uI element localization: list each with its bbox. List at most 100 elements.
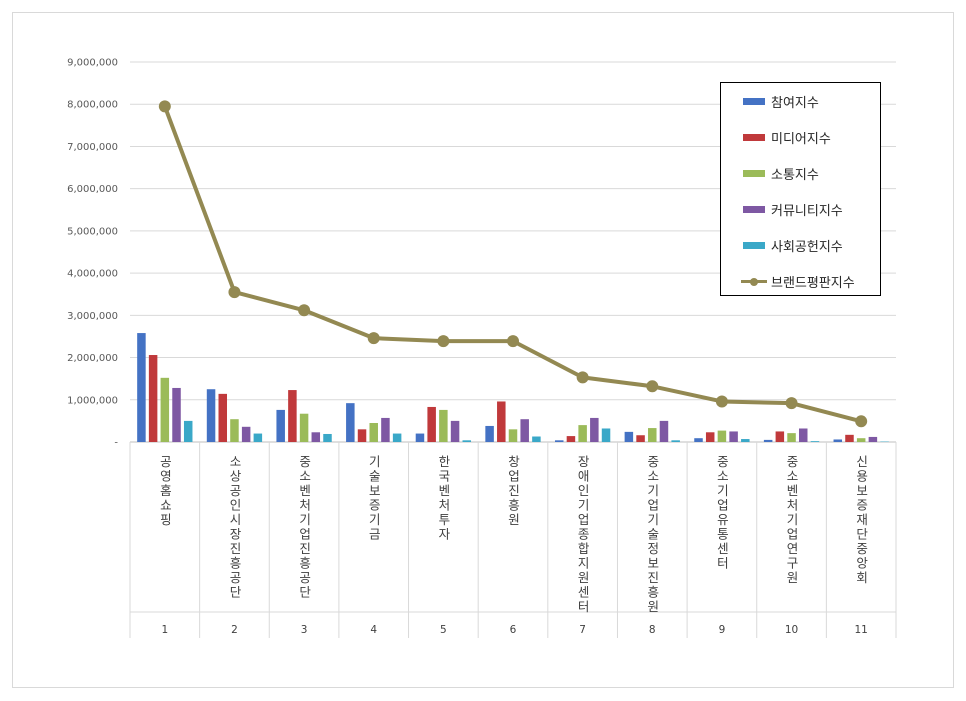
bar-4 [381,417,390,442]
category-number: 6 [510,624,517,636]
bar-2 [775,431,785,442]
bar-2 [566,436,576,442]
bar-2 [288,390,297,442]
bar-2 [705,432,715,442]
bar-5 [810,441,820,442]
bar-1 [833,439,843,442]
brand-index-line [158,100,868,428]
brand-index-point [298,304,311,317]
legend-marker-brand-reputation [750,277,758,286]
category-label: 중소벤처기업진흥공단 [297,455,312,600]
category-number: 1 [161,624,168,636]
bar-3 [856,438,866,442]
bar-5 [601,428,611,442]
bar-3 [508,429,518,442]
brand-index-point [367,332,380,345]
y-axis-tick-labels: - 1,000,000 2,000,000 3,000,000 4,000,000 5,0… [67,58,118,449]
bar-2 [218,393,228,442]
category-number: 9 [719,624,726,636]
category-label: 중소기업유통센터 [714,455,729,571]
bar-3 [230,419,239,442]
y-tick-label: 6,000,000 [67,184,118,195]
legend-label-community: 커뮤니티지수 [771,204,843,219]
bar-3 [160,377,170,442]
y-tick-label: 2,000,000 [67,353,118,364]
y-tick-label: 8,000,000 [67,100,118,111]
bar-1 [276,409,285,442]
category-number: 7 [579,624,586,636]
bar-5 [323,433,332,442]
bar-1 [554,440,564,442]
bar-1 [694,438,703,442]
legend-swatch-social-contribution [743,242,765,249]
y-tick-label: 9,000,000 [67,58,118,69]
category-label: 창업진흥원 [506,455,521,528]
bar-2 [636,435,645,442]
bar-4 [520,419,529,442]
bar-4 [241,426,251,442]
bar-5 [392,433,402,442]
bar-4 [868,436,878,442]
y-tick-label: 1,000,000 [67,395,118,406]
category-label: 중소벤처기업연구원 [784,455,799,586]
bar-3 [717,430,727,442]
category-label: 신용보증재단중앙회 [854,455,869,586]
bar-3 [299,413,309,442]
category-number: 3 [301,624,308,636]
legend-label-brand-reputation: 브랜드평판지수 [771,276,855,291]
category-label: 장애인기업종합지원센터 [575,455,590,615]
bar-5 [741,439,750,442]
brand-index-point [228,286,241,299]
category-number: 8 [649,624,656,636]
bar-1 [137,333,146,442]
category-table: 공영홈쇼핑 1 소상공인시장진흥공단 2 중소벤처기업진흥공단 3 기술보증기금 4 한국벤처투… [129,442,897,638]
bar-2 [427,406,436,442]
bar-4 [659,420,669,442]
bar-1 [624,431,634,442]
brand-index-point [855,415,868,428]
bar-1 [206,389,216,442]
bar-1 [763,439,773,442]
bar-3 [787,433,796,442]
bar-4 [311,432,321,442]
category-label: 소상공인시장진흥공단 [227,455,242,600]
legend-swatch-communication [743,170,765,177]
bar-5 [671,440,680,442]
y-tick-label: 4,000,000 [67,269,118,280]
bar-5 [532,436,541,442]
category-number: 11 [854,624,867,636]
category-number: 2 [231,624,238,636]
bar-1 [485,425,494,442]
y-tick-label: 3,000,000 [67,311,118,322]
bar-4 [798,428,808,442]
y-tick-label: - [114,438,118,449]
legend-label-communication: 소통지수 [771,168,819,183]
bar-series [137,333,889,442]
legend-swatch-community [743,206,765,213]
brand-index-point [576,371,589,384]
y-tick-label: 7,000,000 [67,142,118,153]
legend-label-media: 미디어지수 [771,132,831,147]
bar-3 [578,425,587,442]
legend-swatch-media [743,134,765,141]
bar-2 [148,355,158,442]
bar-5 [462,440,472,442]
brand-index-point [437,335,450,348]
bar-4 [172,387,181,442]
bar-1 [346,403,355,442]
y-tick-label: 5,000,000 [67,226,118,237]
brand-index-point [158,100,171,113]
bar-4 [450,420,460,442]
legend-label-social-contribution: 사회공헌지수 [771,240,843,255]
bar-2 [357,429,367,442]
category-number: 4 [370,624,377,636]
category-label: 기술보증기금 [366,455,381,542]
bar-4 [729,431,738,442]
brand-index-point [785,397,798,410]
category-label: 한국벤처투자 [436,455,451,542]
bar-2 [497,401,506,442]
bar-3 [439,409,448,442]
bar-3 [648,428,657,442]
bar-1 [415,433,425,442]
brand-index-point [646,380,659,393]
